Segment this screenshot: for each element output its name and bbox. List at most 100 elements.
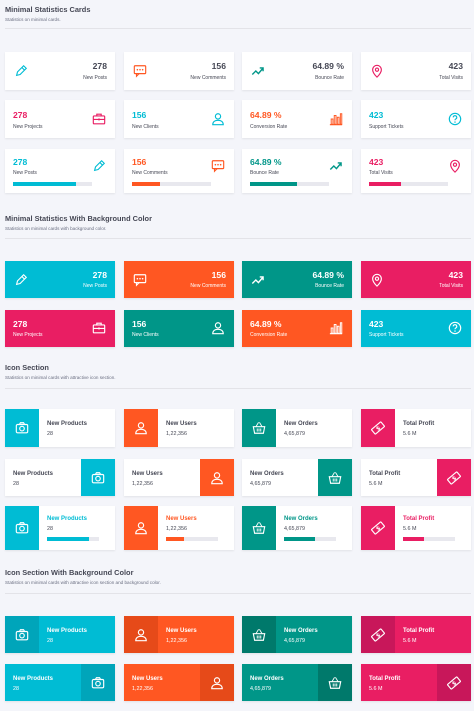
icon-stat-card[interactable]: New Orders 4,65,879 (242, 409, 352, 447)
stat-value: 423 (369, 110, 384, 120)
icon-stat-card[interactable]: New Products 28 (5, 409, 115, 447)
stat-card[interactable]: 156 New Comments (124, 261, 234, 298)
icon-stat-card[interactable]: New Products 28 (5, 459, 115, 496)
progress-fill (369, 182, 401, 186)
pencil-icon (14, 273, 28, 287)
card-title: Total Profit (403, 421, 435, 427)
icon-stat-card[interactable]: $ Total Profit 5.6 M (361, 664, 471, 701)
stat-card[interactable]: 64.89 % Bounce Rate (242, 52, 352, 90)
icon-stat-card[interactable]: New Orders 4,65,879 (242, 506, 352, 550)
icon-stat-card[interactable]: New Orders 4,65,879 (242, 459, 352, 496)
card-title: New Orders (250, 676, 284, 682)
progress-bar (13, 182, 92, 186)
icon-stat-card[interactable]: New Products 28 (5, 616, 115, 653)
stat-label: Conversion Rate (250, 124, 288, 130)
stat-card[interactable]: 64.89 % Bounce Rate (242, 261, 352, 298)
icon-stat-card[interactable]: New Users 1,22,356 (124, 616, 234, 653)
card-value: 4,65,879 (284, 431, 305, 437)
stat-card[interactable]: 278 New Projects (5, 100, 115, 138)
stat-value: 64.89 % (312, 61, 344, 71)
card-title: New Users (166, 421, 197, 427)
icon-section (318, 459, 352, 496)
icon-stat-card[interactable]: New Orders 4,65,879 (242, 616, 352, 653)
icon-section (124, 409, 158, 447)
svg-text:$: $ (375, 632, 382, 639)
card-title: New Orders (284, 516, 318, 522)
trend-up-icon (329, 159, 343, 173)
icon-stat-card[interactable]: New Users 1,22,356 (124, 409, 234, 447)
stat-label: Bounce Rate (250, 170, 279, 176)
stat-card[interactable]: 64.89 % Conversion Rate (242, 310, 352, 347)
icon-stat-card[interactable]: New Orders 4,65,879 (242, 664, 352, 701)
svg-text:$: $ (451, 475, 458, 482)
stat-card[interactable]: 423 Total Visits (361, 261, 471, 298)
stat-value: 64.89 % (250, 319, 282, 329)
stat-label: New Comments (132, 170, 168, 176)
bar-chart-icon (329, 112, 343, 126)
stat-card[interactable]: 278 New Posts (5, 52, 115, 90)
stat-card[interactable]: 156 New Clients (124, 100, 234, 138)
stat-label: New Projects (13, 332, 43, 338)
progress-fill (47, 537, 89, 541)
progress-bar (132, 182, 211, 186)
bar-chart-icon (329, 321, 343, 335)
card-value: 28 (47, 638, 53, 644)
stat-card[interactable]: 423 Support Tickets (361, 100, 471, 138)
stat-card[interactable]: 64.89 % Conversion Rate (242, 100, 352, 138)
section-title: Icon Section (5, 363, 49, 372)
icon-stat-card[interactable]: New Users 1,22,356 (124, 459, 234, 496)
stat-value: 156 (211, 61, 226, 71)
icon-stat-card[interactable]: $ Total Profit 5.6 M (361, 409, 471, 447)
card-title: Total Profit (369, 471, 401, 477)
stat-label: Conversion Rate (250, 332, 288, 338)
icon-stat-card[interactable]: $ Total Profit 5.6 M (361, 506, 471, 550)
section-subtitle: Statistics on minimal cards with attract… (5, 375, 116, 380)
card-title: New Orders (250, 471, 284, 477)
icon-stat-card[interactable]: New Users 1,22,356 (124, 506, 234, 550)
stat-value: 156 (132, 157, 147, 167)
stat-label: Support Tickets (369, 332, 404, 338)
stat-value: 156 (132, 110, 147, 120)
card-title: New Users (132, 471, 163, 477)
card-value: 4,65,879 (250, 481, 271, 487)
icon-section: $ (361, 409, 395, 447)
section-subtitle: Statistics on minimal cards with attract… (5, 580, 161, 585)
icon-stat-card[interactable]: New Products 28 (5, 664, 115, 701)
stat-card[interactable]: 278 New Projects (5, 310, 115, 347)
card-value: 5.6 M (403, 431, 417, 437)
icon-stat-card[interactable]: $ Total Profit 5.6 M (361, 459, 471, 496)
progress-fill (403, 537, 424, 541)
card-title: New Products (47, 421, 88, 427)
icon-section (5, 616, 39, 653)
icon-stat-card[interactable]: $ Total Profit 5.6 M (361, 616, 471, 653)
card-title: New Orders (284, 628, 318, 634)
icon-stat-card[interactable]: New Products 28 (5, 506, 115, 550)
stat-label: New Clients (132, 124, 159, 130)
stat-card[interactable]: 278 New Posts (5, 149, 115, 193)
progress-fill (284, 537, 316, 541)
comment-icon (133, 64, 147, 78)
card-value: 5.6 M (403, 638, 417, 644)
icon-stat-card[interactable]: New Users 1,22,356 (124, 664, 234, 701)
progress-bar (403, 537, 455, 541)
progress-fill (132, 182, 160, 186)
stat-card[interactable]: 278 New Posts (5, 261, 115, 298)
stat-card[interactable]: 423 Support Tickets (361, 310, 471, 347)
stat-card[interactable]: 156 New Comments (124, 52, 234, 90)
stat-card[interactable]: 423 Total Visits (361, 52, 471, 90)
stat-card[interactable]: 64.89 % Bounce Rate (242, 149, 352, 193)
card-value: 28 (47, 526, 53, 532)
progress-bar (369, 182, 448, 186)
stat-label: New Posts (13, 170, 37, 176)
stat-value: 278 (92, 61, 107, 71)
section-divider (5, 388, 471, 389)
stat-card[interactable]: 156 New Clients (124, 310, 234, 347)
section-title: Icon Section With Background Color (5, 568, 134, 577)
stat-value: 278 (13, 110, 28, 120)
stat-card[interactable]: 156 New Comments (124, 149, 234, 193)
progress-bar (250, 182, 329, 186)
progress-fill (13, 182, 77, 186)
stat-value: 156 (211, 270, 226, 280)
progress-bar (166, 537, 218, 541)
stat-card[interactable]: 423 Total Visits (361, 149, 471, 193)
